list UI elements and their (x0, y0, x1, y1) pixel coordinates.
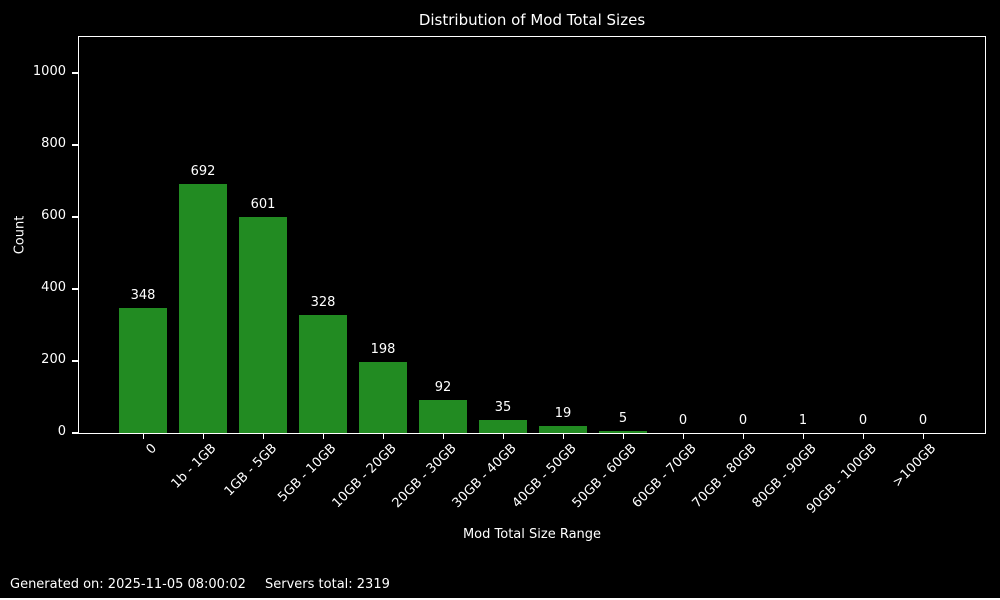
bar (599, 431, 647, 433)
bar (119, 308, 167, 433)
y-tick-label: 1000 (32, 64, 66, 79)
bottom-border-line (0, 598, 1000, 600)
x-tick (442, 434, 444, 439)
bar-value-label: 35 (494, 400, 512, 415)
bar (299, 315, 347, 433)
y-tick-label: 0 (57, 424, 66, 439)
x-tick (562, 434, 564, 439)
y-tick-label: 800 (41, 136, 66, 151)
x-tick (322, 434, 324, 439)
x-tick (682, 434, 684, 439)
footer-generated-on: Generated on: 2025-11-05 08:00:02 (10, 577, 246, 592)
x-tick (502, 434, 504, 439)
bar-value-label: 0 (918, 413, 928, 428)
x-tick (142, 434, 144, 439)
x-tick (382, 434, 384, 439)
bar (239, 217, 287, 433)
footer-servers-total: Servers total: 2319 (265, 577, 390, 592)
y-tick (72, 216, 78, 218)
x-tick-label: 5GB - 10GB (275, 441, 340, 506)
x-tick (622, 434, 624, 439)
x-tick-label: >100GB (890, 441, 940, 491)
x-tick (802, 434, 804, 439)
x-tick-label: 1b - 1GB (168, 441, 220, 492)
y-tick (72, 72, 78, 74)
bar-value-label: 92 (434, 380, 452, 395)
x-tick (922, 434, 924, 439)
x-tick (742, 434, 744, 439)
y-tick-label: 200 (41, 352, 66, 367)
x-axis-title: Mod Total Size Range (462, 527, 602, 542)
plot-area: 348 692 601 328 198 92 35 19 5 0 0 1 0 0 (78, 36, 986, 434)
bar-value-label: 1 (798, 413, 808, 428)
x-tick (862, 434, 864, 439)
bar-value-label: 692 (190, 164, 216, 179)
y-tick (72, 288, 78, 290)
y-tick-label: 600 (41, 208, 66, 223)
bar (179, 184, 227, 433)
x-tick-label: 0 (143, 441, 160, 458)
y-tick (72, 432, 78, 434)
bar-value-label: 198 (370, 342, 396, 357)
bar-value-label: 19 (554, 406, 572, 421)
y-tick-label: 400 (41, 280, 66, 295)
bar (539, 426, 587, 433)
x-tick (202, 434, 204, 439)
bar-value-label: 348 (130, 288, 156, 303)
chart-title: Distribution of Mod Total Sizes (418, 11, 646, 29)
bar-value-label: 5 (618, 411, 628, 426)
y-tick (72, 144, 78, 146)
bar-value-label: 0 (678, 413, 688, 428)
footer: Generated on: 2025-11-05 08:00:02 Server… (10, 577, 390, 592)
bar (479, 420, 527, 433)
bar-value-label: 601 (250, 197, 276, 212)
bar (419, 400, 467, 433)
bar (359, 362, 407, 433)
x-tick (262, 434, 264, 439)
bar-value-label: 0 (738, 413, 748, 428)
y-tick (72, 360, 78, 362)
bar-value-label: 328 (310, 295, 336, 310)
bar-value-label: 0 (858, 413, 868, 428)
x-tick-label: 1GB - 5GB (221, 441, 280, 500)
